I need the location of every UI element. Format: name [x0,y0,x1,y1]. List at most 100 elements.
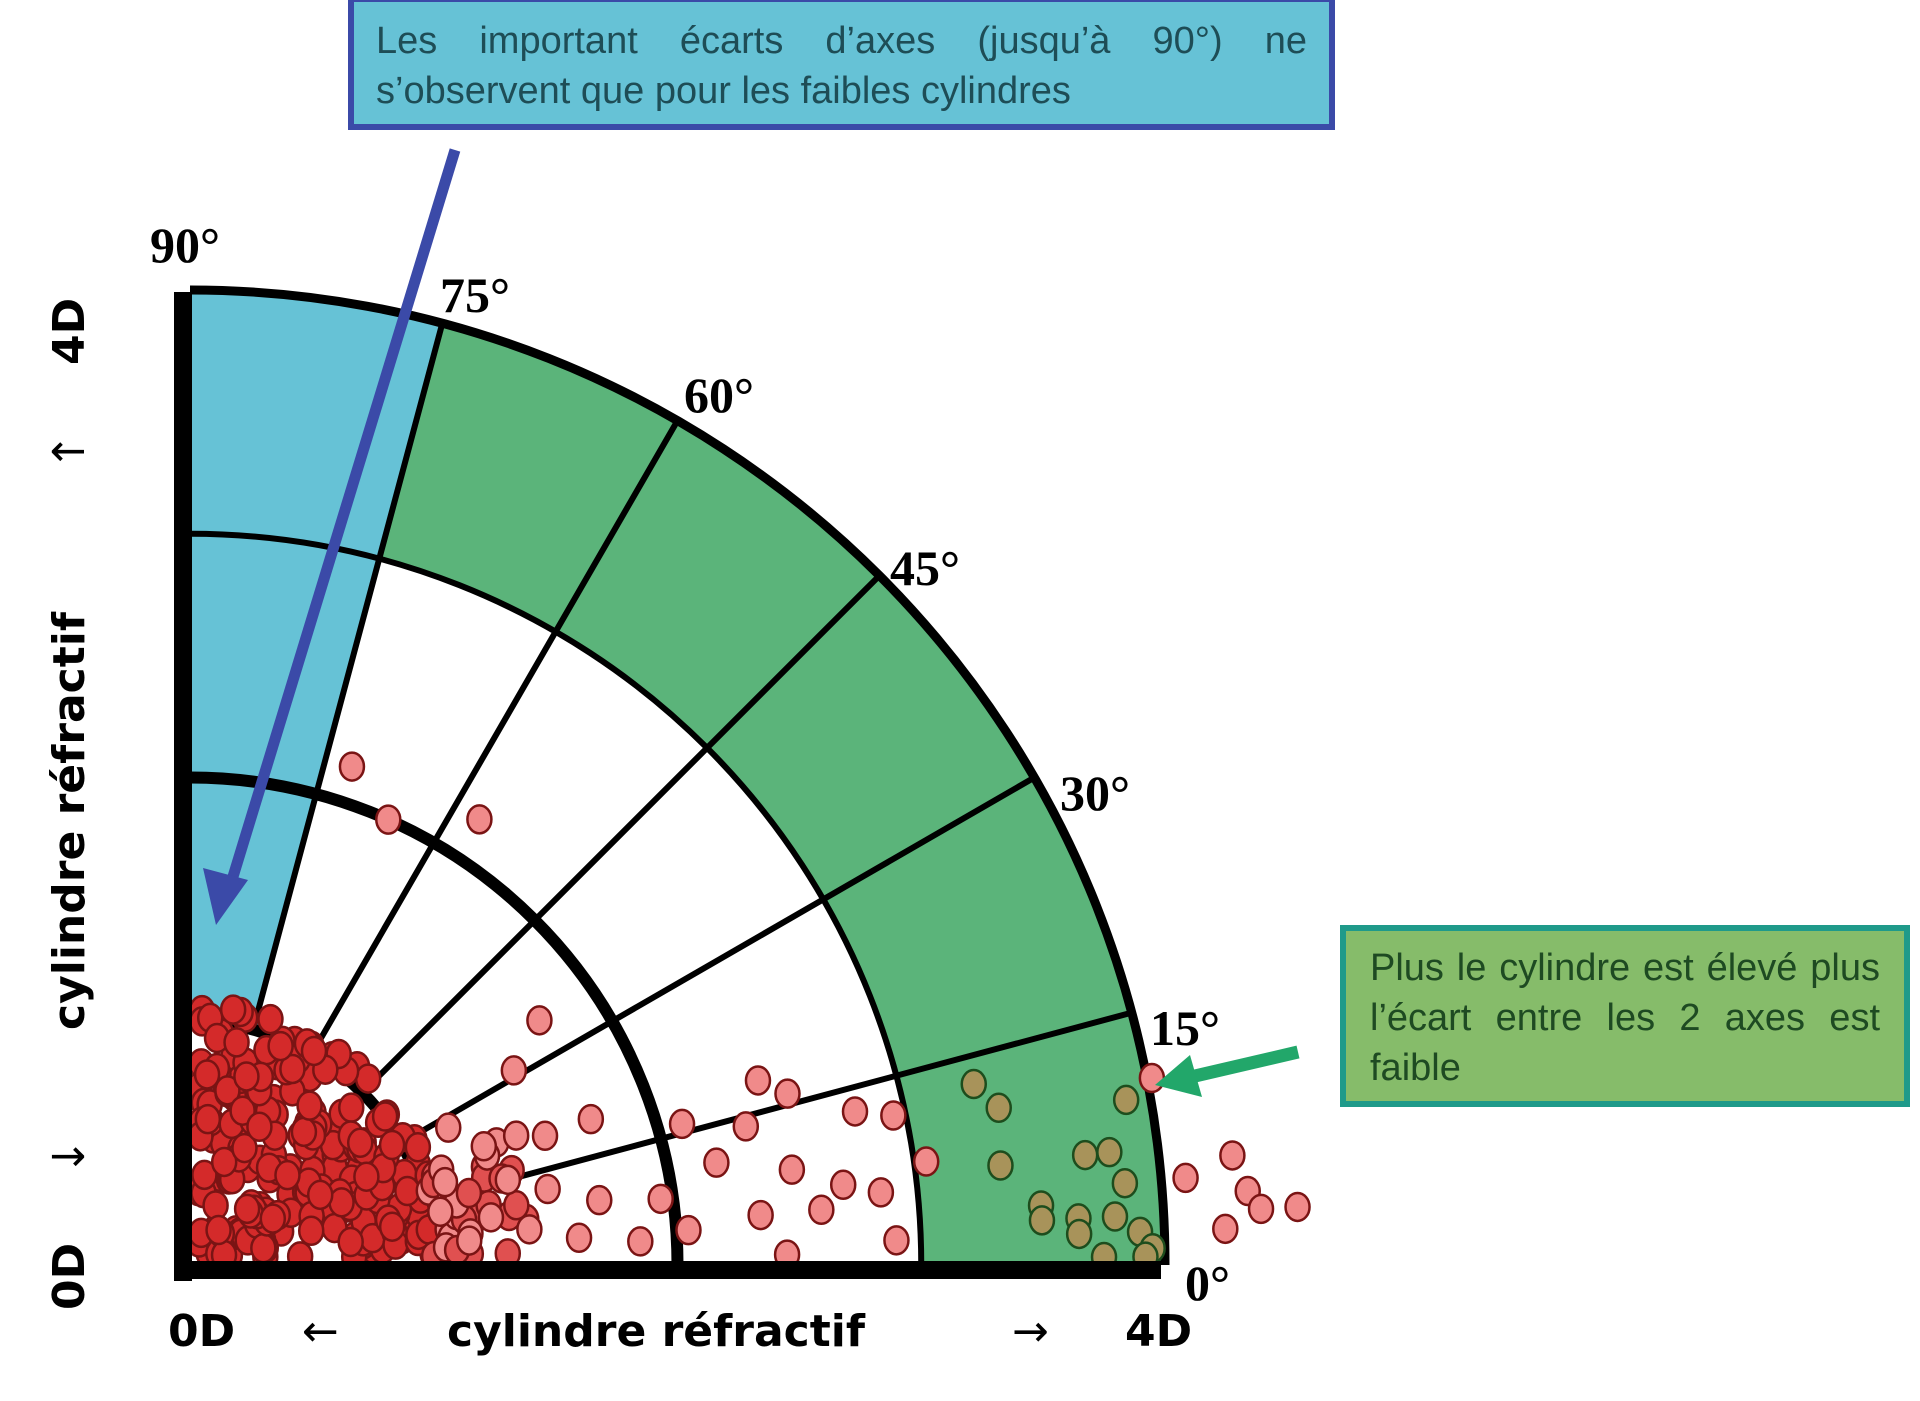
data-point [455,1225,483,1256]
x-axis-left-arrow-icon: ← [302,1306,339,1357]
data-point [279,1053,306,1085]
spoke-45 [356,573,882,1099]
data-point [378,1129,406,1161]
data-point [883,1225,910,1256]
green-pointer-arrow-icon [1155,1045,1300,1097]
data-point [500,1055,528,1086]
data-point [565,1222,593,1254]
data-point [985,1092,1012,1124]
data-point [337,1226,364,1258]
data-point [778,1154,806,1185]
data-point [747,1199,774,1231]
angle-label-75: 75° [440,267,510,323]
data-point [703,1147,730,1178]
x-axis-title: cylindre réfractif [447,1306,866,1357]
ring-4D [189,285,1170,1266]
ring-2D [189,771,684,1266]
data-point [1096,1136,1123,1168]
data-point [404,1132,432,1163]
high-cylinder-annotation-box: Plus le cylindre est élevé plus l’écart … [1340,925,1910,1107]
data-point [744,1065,772,1096]
data-point [960,1068,988,1100]
data-point [1065,1218,1093,1250]
data-point [534,1173,561,1205]
data-point [371,1101,399,1132]
data-point [306,1179,334,1211]
data-point [300,1035,328,1067]
data-point [841,1096,869,1127]
data-point [1111,1167,1139,1199]
chart-zones [190,290,1165,1266]
y-axis-max-label: 4D [44,298,95,365]
data-point [378,1211,406,1242]
data-point [987,1150,1014,1181]
ring-3D [189,530,925,1266]
data-point [435,1112,462,1143]
data-point [526,1005,553,1036]
data-point [231,1132,258,1164]
angle-label-45: 45° [890,540,960,596]
low-cylinder-annotation-box: Les important écarts d’axes (jusqu’à 90°… [348,0,1335,130]
data-point [1212,1213,1239,1245]
data-point [774,1078,801,1109]
data-point [1138,1062,1166,1094]
data-point [1219,1140,1246,1171]
data-point [1028,1205,1056,1236]
data-point [431,1166,459,1198]
spoke-15 [419,1009,1133,1207]
data-point [1172,1162,1199,1194]
data-point [353,1161,380,1192]
data-point [223,1027,250,1058]
chart-grid [189,285,1170,1266]
data-point [296,1090,323,1121]
data-point [1284,1191,1311,1223]
angle-label-30: 30° [1060,765,1130,821]
zone-1 [379,323,1165,1266]
data-point [647,1183,674,1215]
data-point [675,1214,702,1246]
data-point [297,1215,325,1246]
data-point [455,1177,483,1209]
y-axis-down-arrow-icon: ↓ [44,1138,95,1175]
angle-label-90: 90° [150,217,220,273]
data-point [194,1103,222,1135]
zone-0 [190,290,443,1030]
x-axis-max-label: 4D [1125,1306,1192,1357]
data-point [586,1184,613,1216]
y-axis-min-label: 0D [44,1243,95,1310]
y-axis-title: cylindre réfractif [44,611,95,1030]
data-point [427,1196,454,1228]
angle-label-0: 0° [1185,1255,1230,1311]
data-point [246,1111,273,1143]
data-point [1247,1193,1275,1225]
data-point [1071,1139,1099,1171]
data-points [185,751,1311,1273]
data-point [1101,1201,1129,1232]
data-point [210,1146,238,1178]
data-point [250,1232,277,1264]
data-point [477,1202,505,1233]
blue-pointer-arrow-icon [203,148,461,925]
data-point [274,1159,301,1191]
data-point [193,1059,221,1090]
data-point [338,751,366,782]
data-point [219,994,247,1025]
data-point [912,1146,940,1177]
data-point [867,1177,895,1208]
data-point [470,1131,498,1162]
data-point [502,1120,530,1151]
y-axis-up-arrow-icon: ↑ [44,433,95,470]
data-point [229,1095,256,1126]
data-point [494,1164,522,1196]
data-point [1112,1084,1140,1116]
data-point [466,804,493,835]
data-point [233,1193,261,1225]
data-point [346,1127,374,1159]
data-point [829,1169,857,1201]
x-axis-right-arrow-icon: → [1012,1306,1049,1357]
data-point [354,1063,382,1094]
spoke-75 [248,322,446,1036]
data-point [531,1120,559,1152]
data-point [375,804,402,835]
